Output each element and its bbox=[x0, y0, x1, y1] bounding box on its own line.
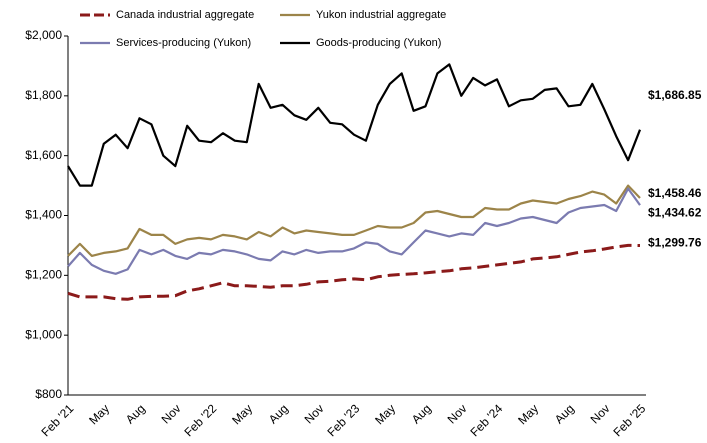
x-tick-label: Nov bbox=[445, 401, 470, 426]
y-tick-label: $1,400 bbox=[25, 208, 62, 222]
series-line bbox=[67, 63, 642, 187]
series-line bbox=[67, 184, 641, 257]
x-tick-label: Feb '23 bbox=[324, 401, 362, 439]
series-line bbox=[67, 243, 641, 301]
x-tick-label: Nov bbox=[302, 401, 327, 426]
end-label: $1,434.62 bbox=[648, 205, 702, 219]
y-tick-label: $1,800 bbox=[25, 88, 62, 102]
legend-label: Services-producing (Yukon) bbox=[116, 37, 251, 49]
x-tick-label: Feb '24 bbox=[467, 401, 505, 439]
y-tick-label: $1,200 bbox=[25, 268, 62, 282]
legend-label: Canada industrial aggregate bbox=[116, 9, 254, 21]
y-tick-label: $2,000 bbox=[25, 28, 62, 42]
end-label: $1,686.85 bbox=[648, 88, 702, 102]
x-tick-label: Aug bbox=[266, 401, 291, 426]
x-tick-label: Aug bbox=[552, 401, 577, 426]
x-tick-label: Feb '22 bbox=[181, 401, 219, 439]
legend-label: Goods-producing (Yukon) bbox=[316, 37, 441, 49]
x-tick-label: Nov bbox=[159, 401, 184, 426]
x-tick-label: May bbox=[86, 401, 112, 427]
x-tick-label: Aug bbox=[123, 401, 148, 426]
y-tick-label: $1,000 bbox=[25, 327, 62, 341]
end-label: $1,299.76 bbox=[648, 236, 702, 250]
series-line bbox=[67, 187, 641, 275]
legend-label: Yukon industrial aggregate bbox=[316, 9, 446, 21]
end-label: $1,458.46 bbox=[648, 186, 702, 200]
x-tick-label: May bbox=[372, 401, 398, 427]
y-tick-label: $800 bbox=[35, 387, 62, 401]
x-tick-label: May bbox=[515, 401, 541, 427]
y-tick-label: $1,600 bbox=[25, 148, 62, 162]
x-tick-label: Feb '21 bbox=[38, 401, 76, 439]
x-tick-label: Feb '25 bbox=[610, 401, 648, 439]
x-tick-label: Nov bbox=[588, 401, 613, 426]
x-tick-label: May bbox=[229, 401, 255, 427]
x-tick-label: Aug bbox=[409, 401, 434, 426]
